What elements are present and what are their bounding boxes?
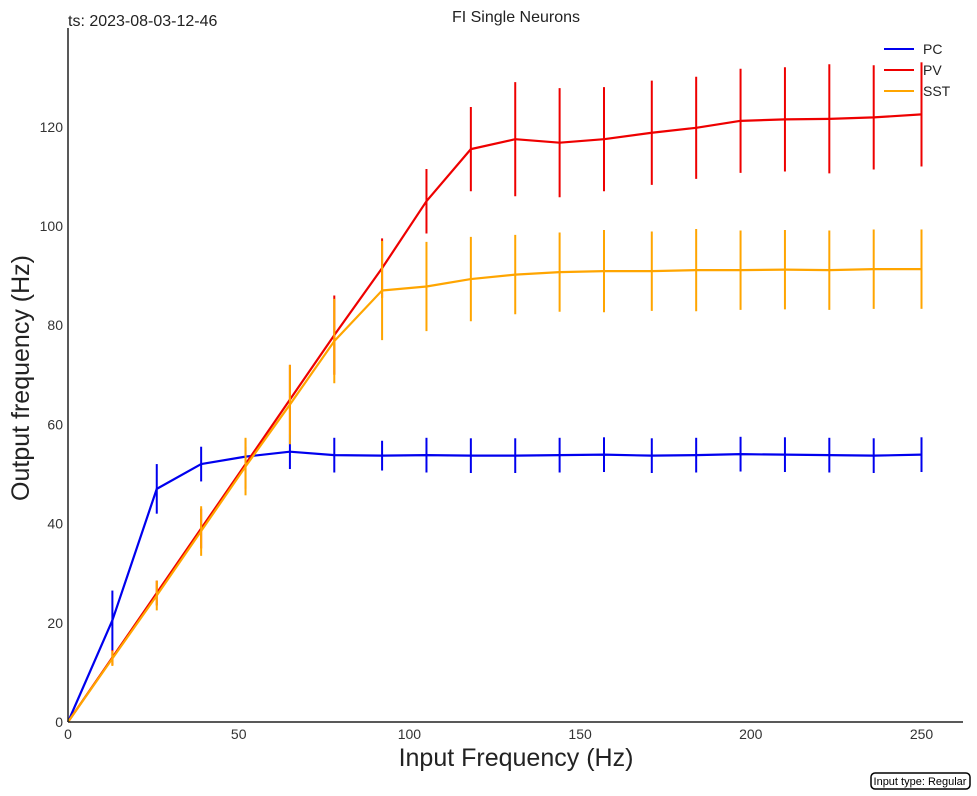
y-tick-label: 20 (47, 615, 63, 631)
x-tick-label: 250 (910, 726, 934, 742)
x-tick-label: 200 (739, 726, 763, 742)
legend-item-pv: PV (884, 62, 942, 78)
legend-item-sst: SST (884, 83, 951, 99)
x-tick-label: 100 (398, 726, 422, 742)
legend-label: SST (923, 83, 951, 99)
input-type-badge: Input type: Regular (870, 772, 971, 790)
timestamp-label: ts: 2023-08-03-12-46 (68, 13, 218, 30)
legend-label: PC (923, 41, 942, 57)
legend-item-pc: PC (884, 41, 942, 57)
chart-title: FI Single Neurons (452, 9, 580, 26)
x-tick-label: 150 (568, 726, 592, 742)
input-type-text: Input type: Regular (874, 776, 967, 788)
tick-labels: 0 50 100 150 200 250 0 20 40 60 80 100 120 (40, 119, 934, 742)
y-tick-label: 100 (40, 218, 64, 234)
y-tick-label: 80 (47, 317, 63, 333)
series-line-sst (67, 268, 922, 723)
y-tick-label: 0 (55, 714, 63, 730)
y-tick-label: 120 (40, 119, 64, 135)
y-tick-label: 60 (47, 416, 63, 432)
x-axis-title: Input Frequency (Hz) (399, 744, 634, 772)
axes (67, 28, 963, 723)
series-line-pv (67, 113, 922, 723)
plot-area (66, 62, 923, 723)
series-pv (67, 62, 923, 723)
series-pc (66, 434, 923, 723)
y-tick-label: 40 (47, 516, 63, 532)
y-axis-title: Output frequency (Hz) (7, 255, 35, 501)
x-tick-label: 0 (64, 726, 72, 742)
x-tick-label: 50 (231, 726, 247, 742)
series-line-pc (66, 450, 922, 723)
legend-label: PV (923, 62, 942, 78)
legend: PC PV SST (884, 41, 951, 99)
series-sst (67, 228, 923, 723)
